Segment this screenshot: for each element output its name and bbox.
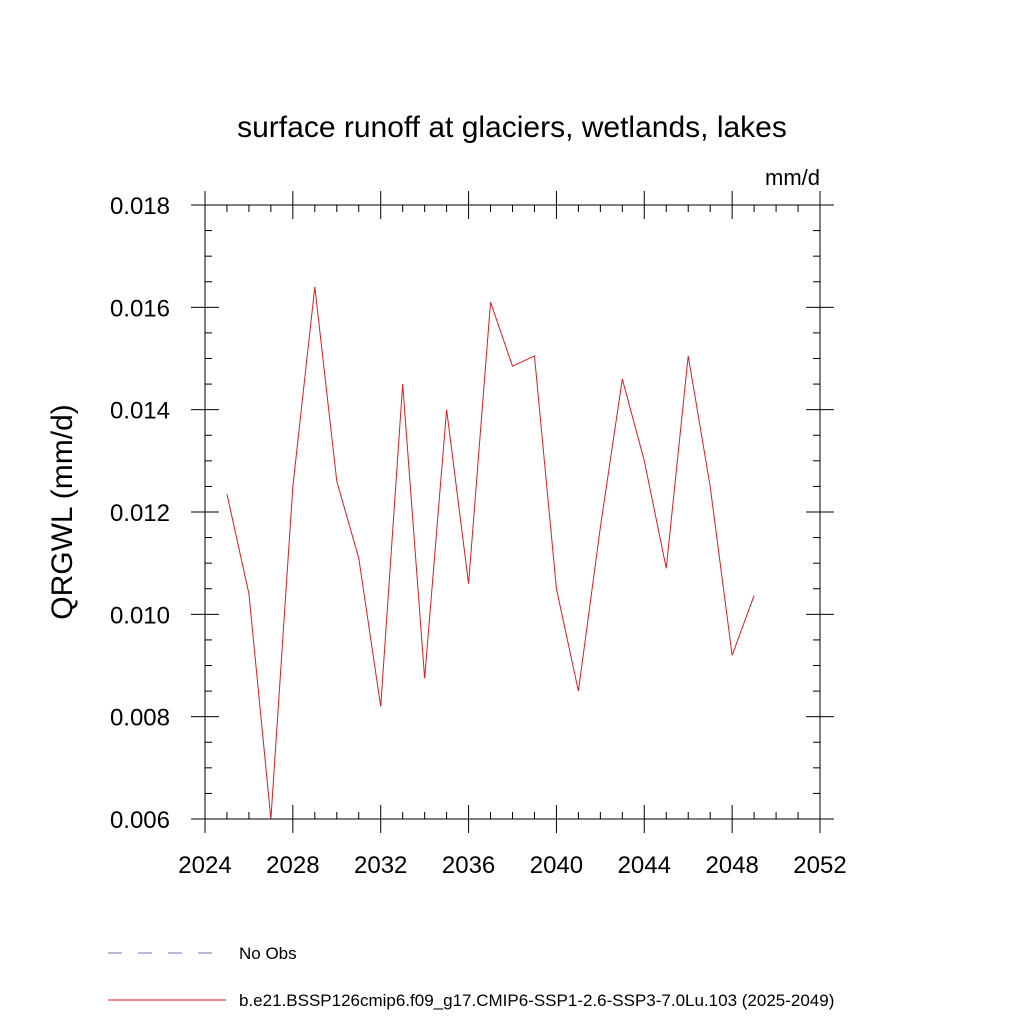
y-tick-label: 0.012 (110, 500, 170, 527)
x-axis: 2024 2028 2032 2036 2040 2044 2048 2052 (178, 191, 847, 879)
legend: No Obs b.e21.BSSP126cmip6.f09_g17.CMIP6-S… (108, 944, 834, 1010)
series-line (226, 286, 755, 820)
y-axis-label: QRGWL (mm/d) (46, 404, 79, 620)
x-tick-label: 2036 (442, 852, 495, 879)
x-tick-label: 2040 (530, 852, 583, 879)
y-tick-label: 0.008 (110, 705, 170, 732)
y-tick-label: 0.006 (110, 807, 170, 834)
x-tick-label: 2044 (618, 852, 671, 879)
y-axis: 0.006 0.008 0.010 0.012 0.014 0.016 0.018 (110, 193, 834, 834)
x-tick-label: 2048 (705, 852, 758, 879)
units-label: mm/d (765, 165, 820, 190)
chart-title: surface runoff at glaciers, wetlands, la… (237, 111, 787, 144)
x-tick-label: 2028 (266, 852, 319, 879)
x-tick-label: 2024 (178, 852, 231, 879)
legend-label: No Obs (239, 944, 297, 963)
x-tick-label: 2032 (354, 852, 407, 879)
plot-frame (204, 204, 821, 820)
legend-label: b.e21.BSSP126cmip6.f09_g17.CMIP6-SSP1-2.… (239, 991, 834, 1010)
x-tick-label: 2052 (793, 852, 846, 879)
y-tick-label: 0.016 (110, 295, 170, 322)
series-layer (226, 286, 755, 820)
y-tick-label: 0.018 (110, 193, 170, 220)
y-tick-label: 0.014 (110, 398, 170, 425)
y-tick-label: 0.010 (110, 602, 170, 629)
